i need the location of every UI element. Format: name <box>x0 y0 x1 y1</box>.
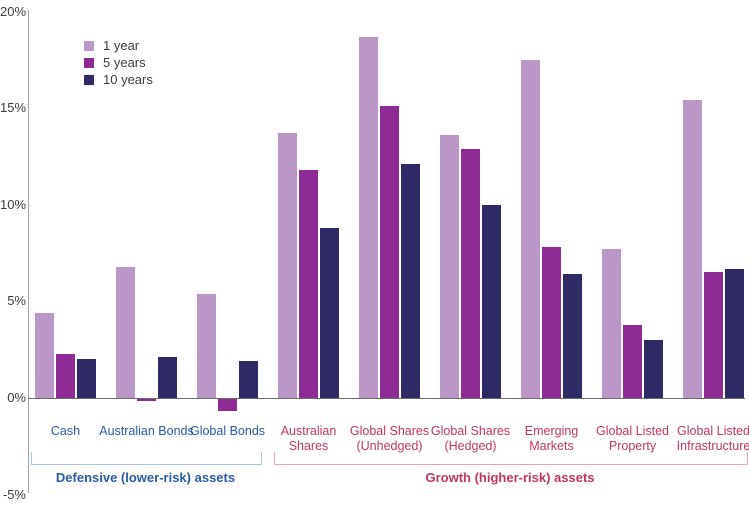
y-tick-label: 10% <box>0 196 27 212</box>
bar <box>440 135 459 398</box>
category-label: Global Bonds <box>189 424 266 438</box>
bar <box>35 312 54 398</box>
growth-group-label: Growth (higher-risk) assets <box>425 470 595 485</box>
bar <box>56 353 75 398</box>
bar <box>278 133 297 398</box>
category-label: Emerging Markets <box>524 424 579 453</box>
legend-label: 5 years <box>103 55 146 70</box>
bar <box>239 361 258 398</box>
bar <box>482 204 501 398</box>
y-axis-line <box>28 10 29 493</box>
defensive-bracket <box>31 452 262 465</box>
legend-label: 10 years <box>103 72 153 87</box>
y-tick-label: 0% <box>7 390 26 405</box>
category-label: Global Shares (Unhedged) <box>349 424 430 453</box>
bar <box>320 227 339 398</box>
y-tick-label: 5% <box>7 293 26 309</box>
legend-swatch-icon <box>84 58 94 68</box>
legend-item: 10 years <box>84 73 153 87</box>
bar <box>380 106 399 398</box>
category-label: Australian Shares <box>280 424 337 453</box>
bar <box>299 170 318 398</box>
bar <box>137 399 156 401</box>
bar <box>77 359 96 398</box>
y-tick-label: 15% <box>0 100 27 116</box>
bar <box>683 100 702 398</box>
bar <box>197 293 216 398</box>
bar <box>704 272 723 398</box>
legend-item: 5 years <box>84 56 153 70</box>
bar <box>218 399 237 411</box>
y-tick-label: -5% <box>2 486 26 502</box>
category-label: Global Shares (Hedged) <box>430 424 511 453</box>
bar <box>725 268 744 398</box>
defensive-group-label: Defensive (lower-risk) assets <box>55 470 236 485</box>
legend-swatch-icon <box>84 75 94 85</box>
category-label: Cash <box>50 424 81 438</box>
bar <box>563 274 582 398</box>
bar <box>602 249 621 398</box>
category-label: Global Listed Property <box>596 424 669 453</box>
bar <box>461 148 480 398</box>
growth-bracket <box>274 452 748 465</box>
bar <box>116 266 135 398</box>
bar <box>542 247 561 398</box>
bar <box>158 357 177 398</box>
legend-label: 1 year <box>103 38 140 53</box>
category-label: Australian Bonds <box>99 424 194 438</box>
legend-item: 1 year <box>84 39 153 53</box>
zero-baseline <box>28 398 745 399</box>
legend: 1 year 5 years 10 years <box>84 39 153 87</box>
bar <box>644 340 663 398</box>
legend-swatch-icon <box>84 41 94 51</box>
category-label: Global Listed Infrastructure <box>676 424 749 453</box>
bar <box>623 324 642 398</box>
bar <box>521 59 540 398</box>
bar <box>359 36 378 398</box>
y-tick-label: 20% <box>0 3 27 19</box>
bar <box>401 164 420 398</box>
